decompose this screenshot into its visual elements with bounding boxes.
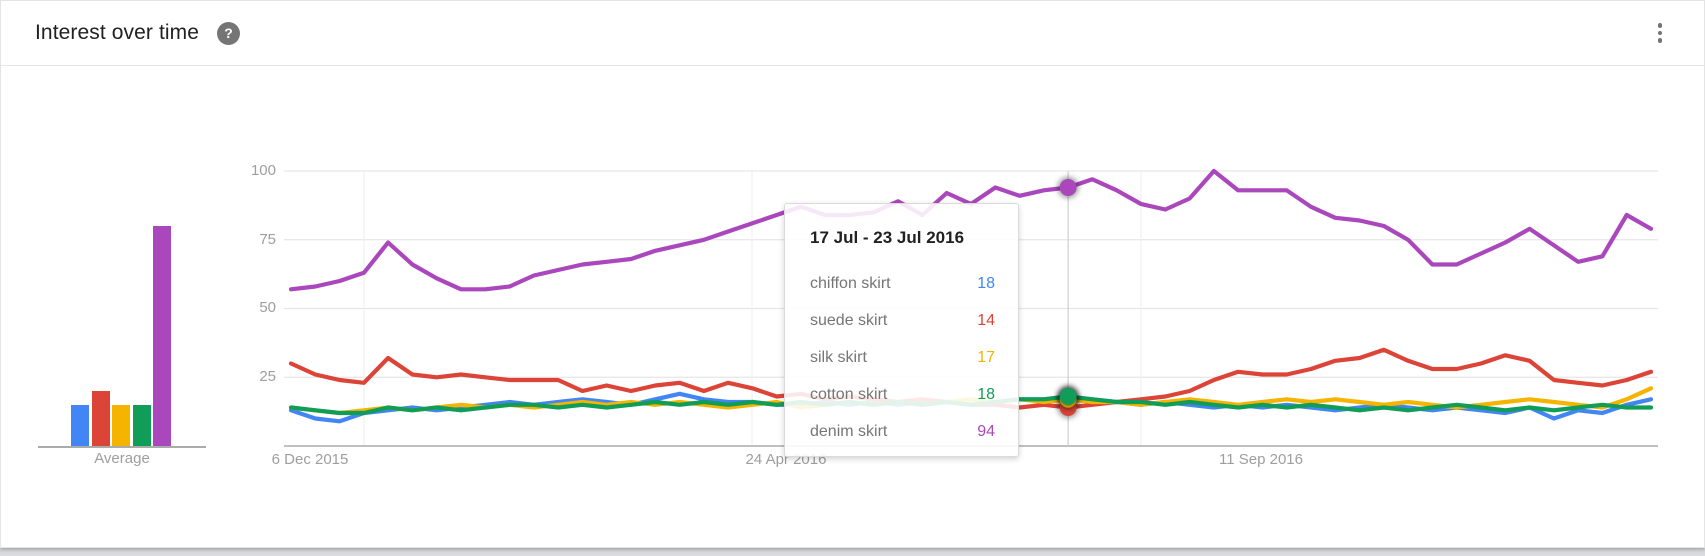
- help-icon[interactable]: ?: [217, 21, 241, 45]
- tooltip-row-silk-skirt: silk skirt 17: [810, 349, 995, 366]
- kebab-menu-icon[interactable]: [1652, 17, 1669, 49]
- x-axis-tick-11-sep-2016: 11 Sep 2016: [1219, 451, 1303, 468]
- y-axis-tick-75: 75: [259, 231, 276, 248]
- y-axis-tick-100: 100: [250, 162, 276, 179]
- average-bar-chart: Average: [1, 1, 221, 549]
- average-bar-silk-skirt: [112, 404, 130, 446]
- y-axis-tick-50: 50: [259, 299, 276, 316]
- average-axis-line: [38, 446, 206, 448]
- tooltip-row-denim-skirt: denim skirt 94: [810, 423, 995, 440]
- average-bar-denim-skirt: [153, 226, 171, 446]
- x-axis-tick-6-dec-2015: 6 Dec 2015: [271, 451, 349, 468]
- average-bar-chiffon-skirt: [71, 404, 89, 446]
- average-bar-suede-skirt: [91, 391, 110, 446]
- page-title: Interest over time: [35, 21, 200, 44]
- y-axis-tick-25: 25: [259, 368, 276, 385]
- card-header: Interest over time ?: [1, 1, 1704, 66]
- tooltip-row-chiffon-skirt: chiffon skirt 18: [810, 275, 995, 292]
- tooltip-date-range: 17 Jul - 23 Jul 2016: [810, 228, 965, 247]
- average-label: Average: [94, 450, 150, 467]
- tooltip-row-suede-skirt: suede skirt 14: [810, 312, 995, 329]
- average-bar-cotton-skirt: [132, 404, 151, 446]
- hover-tooltip: 17 Jul - 23 Jul 2016 chiffon skirt 18 su…: [784, 203, 1019, 457]
- tooltip-row-cotton-skirt: cotton skirt 18: [810, 386, 995, 403]
